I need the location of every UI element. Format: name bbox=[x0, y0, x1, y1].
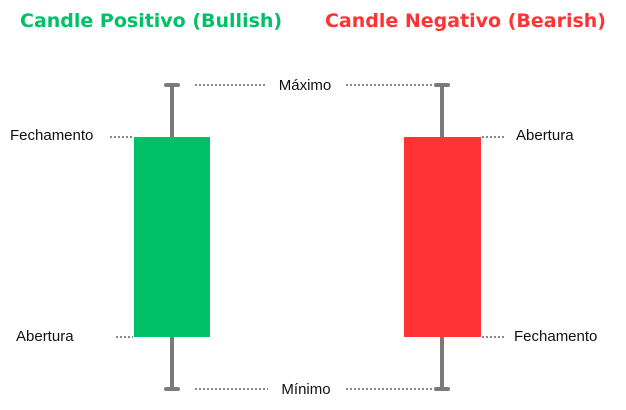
bullish-candle bbox=[134, 83, 210, 391]
bearish-title: Candle Negativo (Bearish) bbox=[325, 10, 606, 32]
max-label: Máximo bbox=[279, 77, 332, 94]
bullish-title: Candle Positivo (Bullish) bbox=[20, 10, 282, 32]
bullish-label-top: Fechamento bbox=[10, 127, 93, 144]
bearish-label-top: Abertura bbox=[516, 127, 574, 144]
bearish-label-bottom: Fechamento bbox=[514, 328, 597, 345]
bearish-candle bbox=[404, 83, 481, 391]
bullish-label-bottom: Abertura bbox=[16, 328, 74, 345]
min-label: Mínimo bbox=[281, 381, 330, 398]
bearish-body bbox=[404, 137, 481, 337]
bullish-body bbox=[134, 137, 210, 337]
